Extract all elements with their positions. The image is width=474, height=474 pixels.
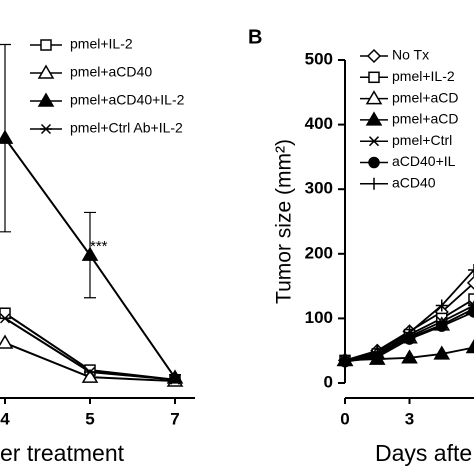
y-tick-label: 400 (305, 114, 333, 133)
y-tick-label: 100 (305, 308, 333, 327)
legend-label: pmel+aCD40+IL-2 (70, 92, 185, 108)
legend-bg (356, 89, 474, 108)
marker (466, 275, 474, 290)
legend-bg (356, 174, 474, 193)
marker (371, 345, 384, 358)
legend-bg (356, 110, 474, 129)
x-tick-label: 5 (85, 409, 94, 428)
marker (468, 293, 474, 305)
marker (84, 366, 96, 378)
marker (366, 48, 382, 64)
legend-label: aCD40+IL (392, 153, 456, 169)
x-tick-label: 3 (405, 409, 414, 428)
marker (40, 123, 52, 135)
marker (468, 263, 474, 276)
legend-label: pmel+aCD40 (70, 64, 152, 80)
marker (169, 374, 181, 385)
series (336, 338, 474, 367)
marker (0, 313, 11, 324)
marker (40, 39, 52, 51)
x-tick-label: 0 (340, 409, 349, 428)
marker (433, 345, 451, 360)
annotation: *** (90, 238, 108, 255)
legend-label: pmel+Ctrl Ab+IL-2 (70, 120, 183, 136)
legend-label: pmel+aCD (392, 89, 459, 105)
marker (365, 111, 383, 126)
legend-bg (356, 153, 474, 172)
x-tick-label: 4 (0, 409, 10, 428)
legend-label: pmel+IL-2 (392, 68, 455, 84)
marker (368, 71, 380, 84)
marker (368, 156, 380, 169)
marker (436, 320, 448, 332)
marker (365, 90, 383, 105)
legend-label: pmel+IL-2 (70, 36, 133, 52)
legend-label: pmel+aCD (392, 111, 459, 127)
legend-bg (356, 47, 474, 65)
series (0, 313, 181, 385)
marker (368, 177, 380, 190)
marker (468, 306, 474, 318)
marker (0, 334, 14, 349)
marker (81, 246, 99, 261)
legend-bg (356, 68, 474, 87)
legend-label: aCD40 (392, 175, 436, 191)
marker (0, 307, 11, 319)
line (344, 282, 474, 362)
marker (0, 129, 14, 144)
marker (339, 354, 351, 367)
x-axis-label: er treatment (0, 440, 125, 466)
y-tick-label: 0 (324, 372, 333, 391)
plot-area (336, 263, 474, 368)
marker (37, 64, 55, 79)
marker (368, 136, 380, 147)
panel-label: B (248, 26, 262, 48)
marker (435, 299, 448, 312)
legend-label: No Tx (392, 47, 429, 63)
x-tick-label: 7 (170, 409, 179, 428)
x-axis-label: Days afte (375, 440, 472, 466)
y-tick-label: 300 (305, 179, 333, 198)
marker (401, 349, 418, 364)
series (339, 263, 474, 367)
legend-bg (356, 132, 474, 151)
legend-label: pmel+Ctrl (392, 132, 452, 148)
y-tick-label: 200 (305, 243, 333, 262)
marker (37, 92, 55, 107)
marker (465, 338, 474, 354)
y-axis-label: Tumor size (mm²) (273, 139, 296, 304)
marker (403, 326, 416, 339)
y-tick-label: 500 (305, 49, 333, 68)
